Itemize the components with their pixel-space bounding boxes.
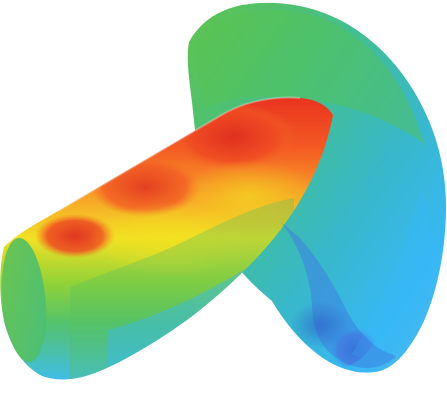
junction-shading <box>281 222 396 368</box>
cylinder-end-cap <box>1 237 47 363</box>
flange <box>187 2 446 373</box>
